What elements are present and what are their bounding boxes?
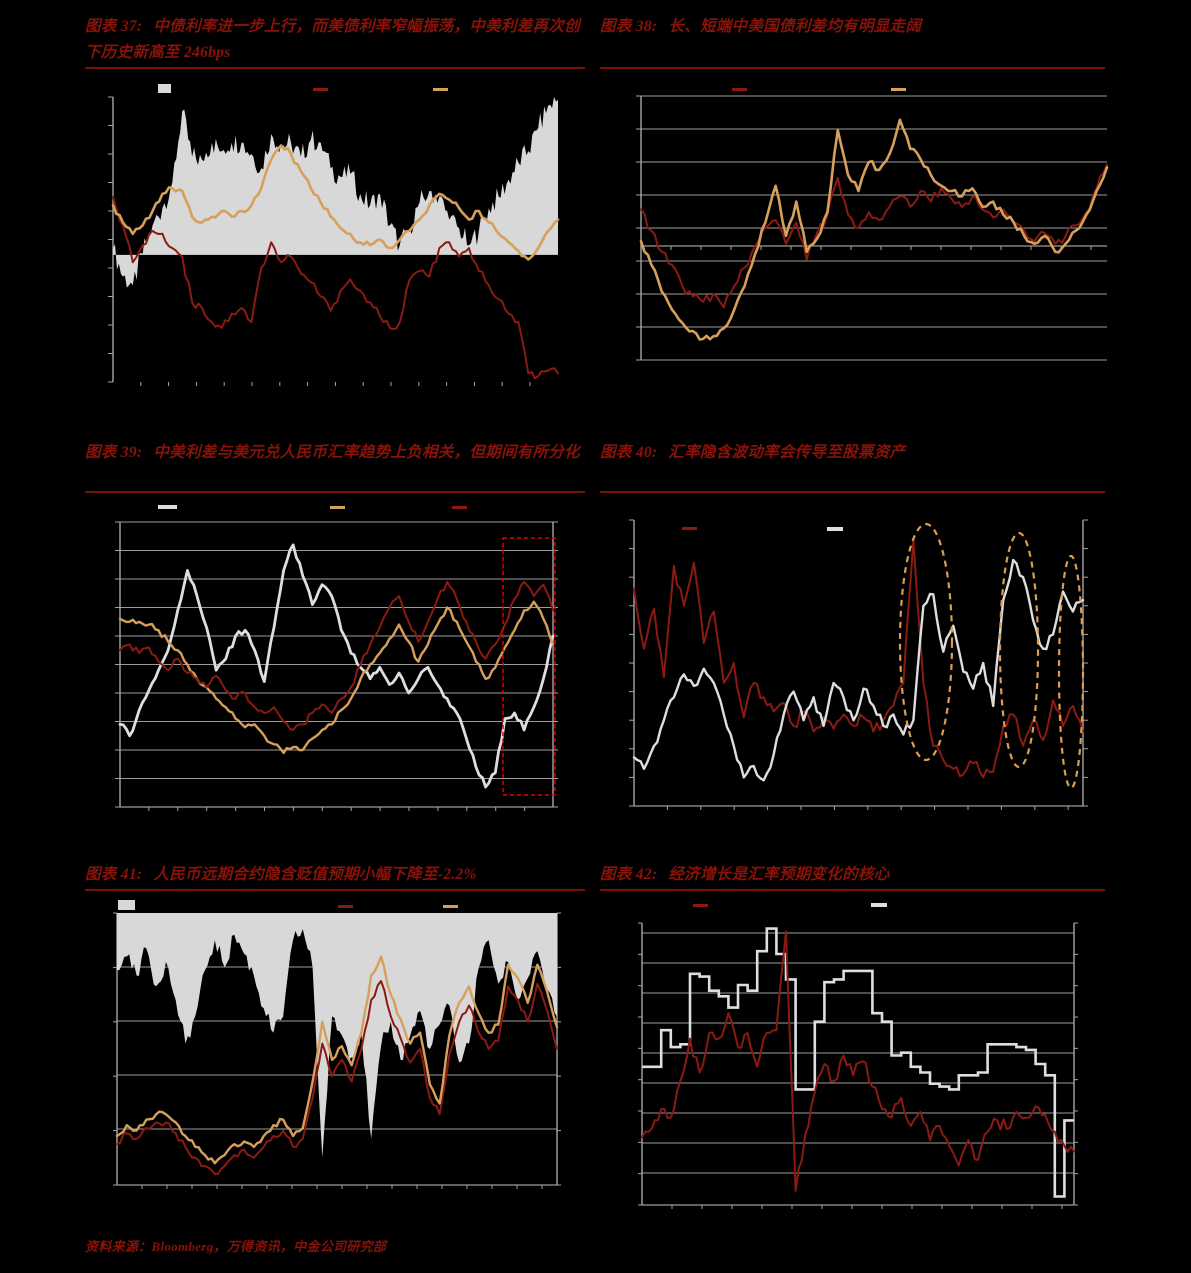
legend-swatch-dash-fig41 <box>443 905 458 908</box>
fig41-gray-area-from-top <box>117 913 557 1158</box>
figure-37-caption-underline <box>85 67 585 69</box>
fig39-white-line <box>118 543 555 789</box>
legend-swatch-dash-fig38 <box>891 88 906 91</box>
figure-40-number: 图表 40: <box>600 444 658 461</box>
fig38-orange-line <box>639 118 1109 341</box>
figure-39-title: 中美利差与美元兑人民币汇率趋势上负相关，但期间有所分化 <box>153 444 580 461</box>
source-note: 资料来源：Bloomberg，万得资讯，中金公司研究部 <box>85 1239 387 1254</box>
legend-swatch-box-fig37 <box>158 84 171 93</box>
fig37-orange-line <box>111 144 560 261</box>
figure-41-number: 图表 41: <box>85 866 143 883</box>
fig38-dark-red-line <box>640 163 1108 309</box>
legend-swatch-dash-fig42 <box>693 904 708 907</box>
chart-fig40 <box>629 519 1088 810</box>
figure-40-caption-underline <box>600 491 1105 493</box>
figure-37-title: 中债利率进一步上行，而美债利率窄幅振荡，中美利差再次创下历史新高至 246bps <box>85 18 580 61</box>
figure-37-number: 图表 37: <box>85 18 143 35</box>
figure-39-caption-underline <box>85 491 585 493</box>
legend-swatch-dash-fig38 <box>732 88 747 91</box>
fig41-orange-line <box>115 955 559 1165</box>
figure-39-number: 图表 39: <box>85 444 143 461</box>
fig39-dark-red-line <box>119 580 554 731</box>
legend-swatch-dash-fig40 <box>682 527 697 530</box>
figure-38-title: 长、短端中美国债利差均有明显走阔 <box>668 18 922 35</box>
fig39-orange-line <box>118 600 555 755</box>
fig40-dark-red-line <box>633 539 1084 779</box>
figure-40-caption: 图表 40: 汇率隐含波动率会传导至股票资产 <box>600 440 1107 466</box>
chart-fig39 <box>115 521 558 811</box>
chart-fig38 <box>636 95 1109 361</box>
chart-fig42 <box>638 922 1078 1209</box>
figure-39-caption: 图表 39: 中美利差与美元兑人民币汇率趋势上负相关，但期间有所分化 <box>85 440 587 466</box>
fig42-dark-red-line <box>641 930 1075 1192</box>
legend-swatch-dash-fig39 <box>158 505 177 509</box>
fig41-dark-red-line <box>116 980 558 1176</box>
fig37-gray-area <box>113 97 558 288</box>
fig42-white-step-line <box>642 927 1074 1198</box>
legend-swatch-box-fig41 <box>118 900 135 910</box>
chart-fig37 <box>108 96 560 386</box>
figure-42-caption: 图表 42: 经济增长是汇率预期变化的核心 <box>600 862 1107 888</box>
chart-fig41 <box>113 912 561 1189</box>
legend-swatch-dash-fig42 <box>871 903 887 907</box>
fig40-highlight-ellipse <box>898 522 954 762</box>
figure-38-caption: 图表 38: 长、短端中美国债利差均有明显走阔 <box>600 14 1107 40</box>
figure-40-title: 汇率隐含波动率会传导至股票资产 <box>668 444 906 461</box>
fig40-highlight-ellipse <box>998 531 1040 769</box>
legend-swatch-dash-fig37 <box>313 88 328 91</box>
figure-38-number: 图表 38: <box>600 18 658 35</box>
legend-swatch-dash-fig41 <box>338 905 353 908</box>
legend-swatch-dash-fig40 <box>827 527 843 531</box>
figure-41-title: 人民币远期合约隐含贬值预期小幅下降至-2.2% <box>153 866 477 883</box>
fig37-dark-red-line <box>112 195 559 380</box>
figure-38-caption-underline <box>600 67 1105 69</box>
legend-swatch-dash-fig39 <box>452 506 467 509</box>
figure-37-caption: 图表 37: 中债利率进一步上行，而美债利率窄幅振荡，中美利差再次创下历史新高至 … <box>85 14 587 66</box>
figure-41-caption-underline <box>85 889 585 891</box>
fig40-highlight-ellipse <box>1057 554 1085 790</box>
legend-swatch-dash-fig39 <box>330 506 345 509</box>
legend-swatch-dash-fig37 <box>433 88 448 91</box>
figure-42-number: 图表 42: <box>600 866 658 883</box>
figure-41-caption: 图表 41: 人民币远期合约隐含贬值预期小幅下降至-2.2% <box>85 862 587 888</box>
figure-42-caption-underline <box>600 889 1105 891</box>
fig40-white-line <box>632 558 1085 782</box>
figure-42-title: 经济增长是汇率预期变化的核心 <box>668 866 890 883</box>
